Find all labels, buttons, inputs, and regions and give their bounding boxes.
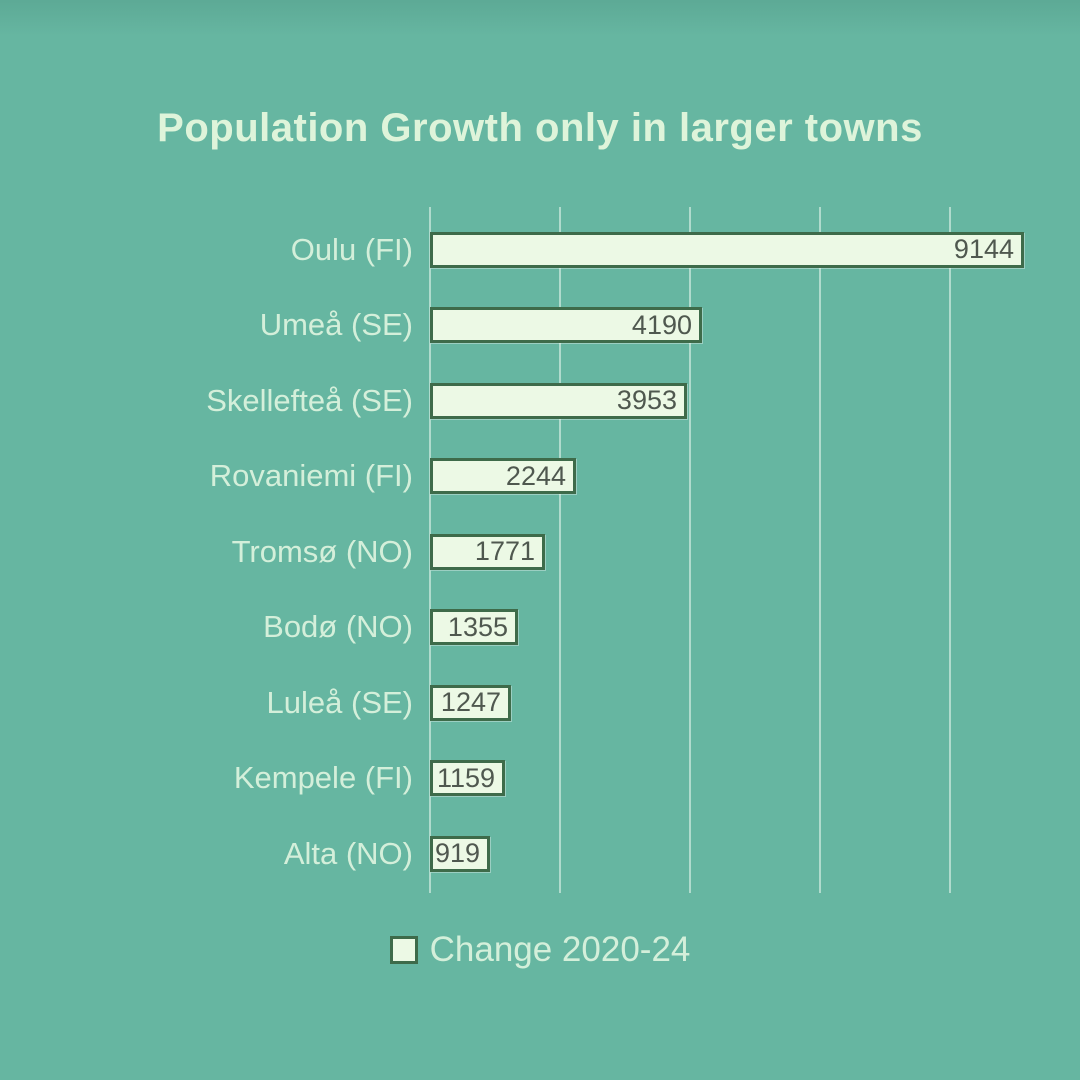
chart-row: Oulu (FI) 9144 (0, 212, 1080, 288)
category-label: Skellefteå (SE) (206, 382, 413, 418)
top-shade (0, 0, 1080, 36)
bar-value-label: 2244 (505, 460, 566, 491)
bar-track: 919 (430, 835, 1080, 872)
bar-value-label: 1159 (436, 762, 495, 793)
bar: 919 (430, 835, 490, 872)
bar-value-label: 4190 (631, 309, 692, 340)
bar-value-label: 919 (434, 838, 480, 869)
chart-row: Umeå (SE) 4190 (0, 288, 1080, 364)
bar-track: 9144 (430, 231, 1080, 268)
bar-value-label: 1355 (447, 611, 508, 642)
bar-track: 1247 (430, 684, 1080, 721)
legend: Change 2020-24 (0, 930, 1080, 970)
bar: 3953 (430, 382, 687, 419)
bar-value-label: 3953 (616, 385, 677, 416)
category-label: Kempele (FI) (233, 760, 413, 796)
chart-title: Population Growth only in larger towns (157, 106, 923, 150)
chart-row: Skellefteå (SE) 3953 (0, 363, 1080, 439)
legend-swatch-icon (389, 936, 418, 964)
chart-row: Tromsø (NO) 1771 (0, 514, 1080, 590)
category-label: Oulu (FI) (290, 231, 413, 267)
bar-value-label: 1771 (474, 536, 535, 567)
bar: 4190 (430, 307, 702, 344)
bar: 9144 (430, 231, 1024, 268)
chart-row: Alta (NO) 919 (0, 816, 1080, 892)
chart-row: Kempele (FI) 1159 (0, 741, 1080, 817)
bar-track: 1355 (430, 609, 1080, 646)
bar-track: 4190 (430, 307, 1080, 344)
category-label: Rovaniemi (FI) (209, 458, 413, 494)
bar: 1159 (430, 760, 505, 797)
category-label: Umeå (SE) (259, 307, 413, 343)
chart-row: Luleå (SE) 1247 (0, 665, 1080, 741)
bar: 1247 (430, 684, 511, 721)
category-label: Tromsø (NO) (231, 533, 413, 569)
bar: 1355 (430, 609, 518, 646)
chart-rows: Oulu (FI) 9144 Umeå (SE) 4190 Skellefteå… (0, 212, 1080, 892)
gridline (559, 207, 561, 893)
category-label: Bodø (NO) (263, 609, 413, 645)
bar-track: 1771 (430, 533, 1080, 570)
bar-value-label: 1247 (440, 687, 501, 718)
category-label: Alta (NO) (283, 835, 413, 871)
gridline (819, 207, 821, 893)
bar-track: 3953 (430, 382, 1080, 419)
bar-track: 1159 (430, 760, 1080, 797)
bar: 2244 (430, 458, 576, 495)
category-label: Luleå (SE) (266, 684, 413, 720)
bar-value-label: 9144 (953, 234, 1014, 265)
chart-row: Bodø (NO) 1355 (0, 590, 1080, 666)
legend-label: Change 2020-24 (429, 930, 691, 969)
chart-row: Rovaniemi (FI) 2244 (0, 439, 1080, 515)
gridline (689, 207, 691, 893)
bar: 1771 (430, 533, 545, 570)
gridline (949, 207, 951, 893)
bar-track: 2244 (430, 458, 1080, 495)
